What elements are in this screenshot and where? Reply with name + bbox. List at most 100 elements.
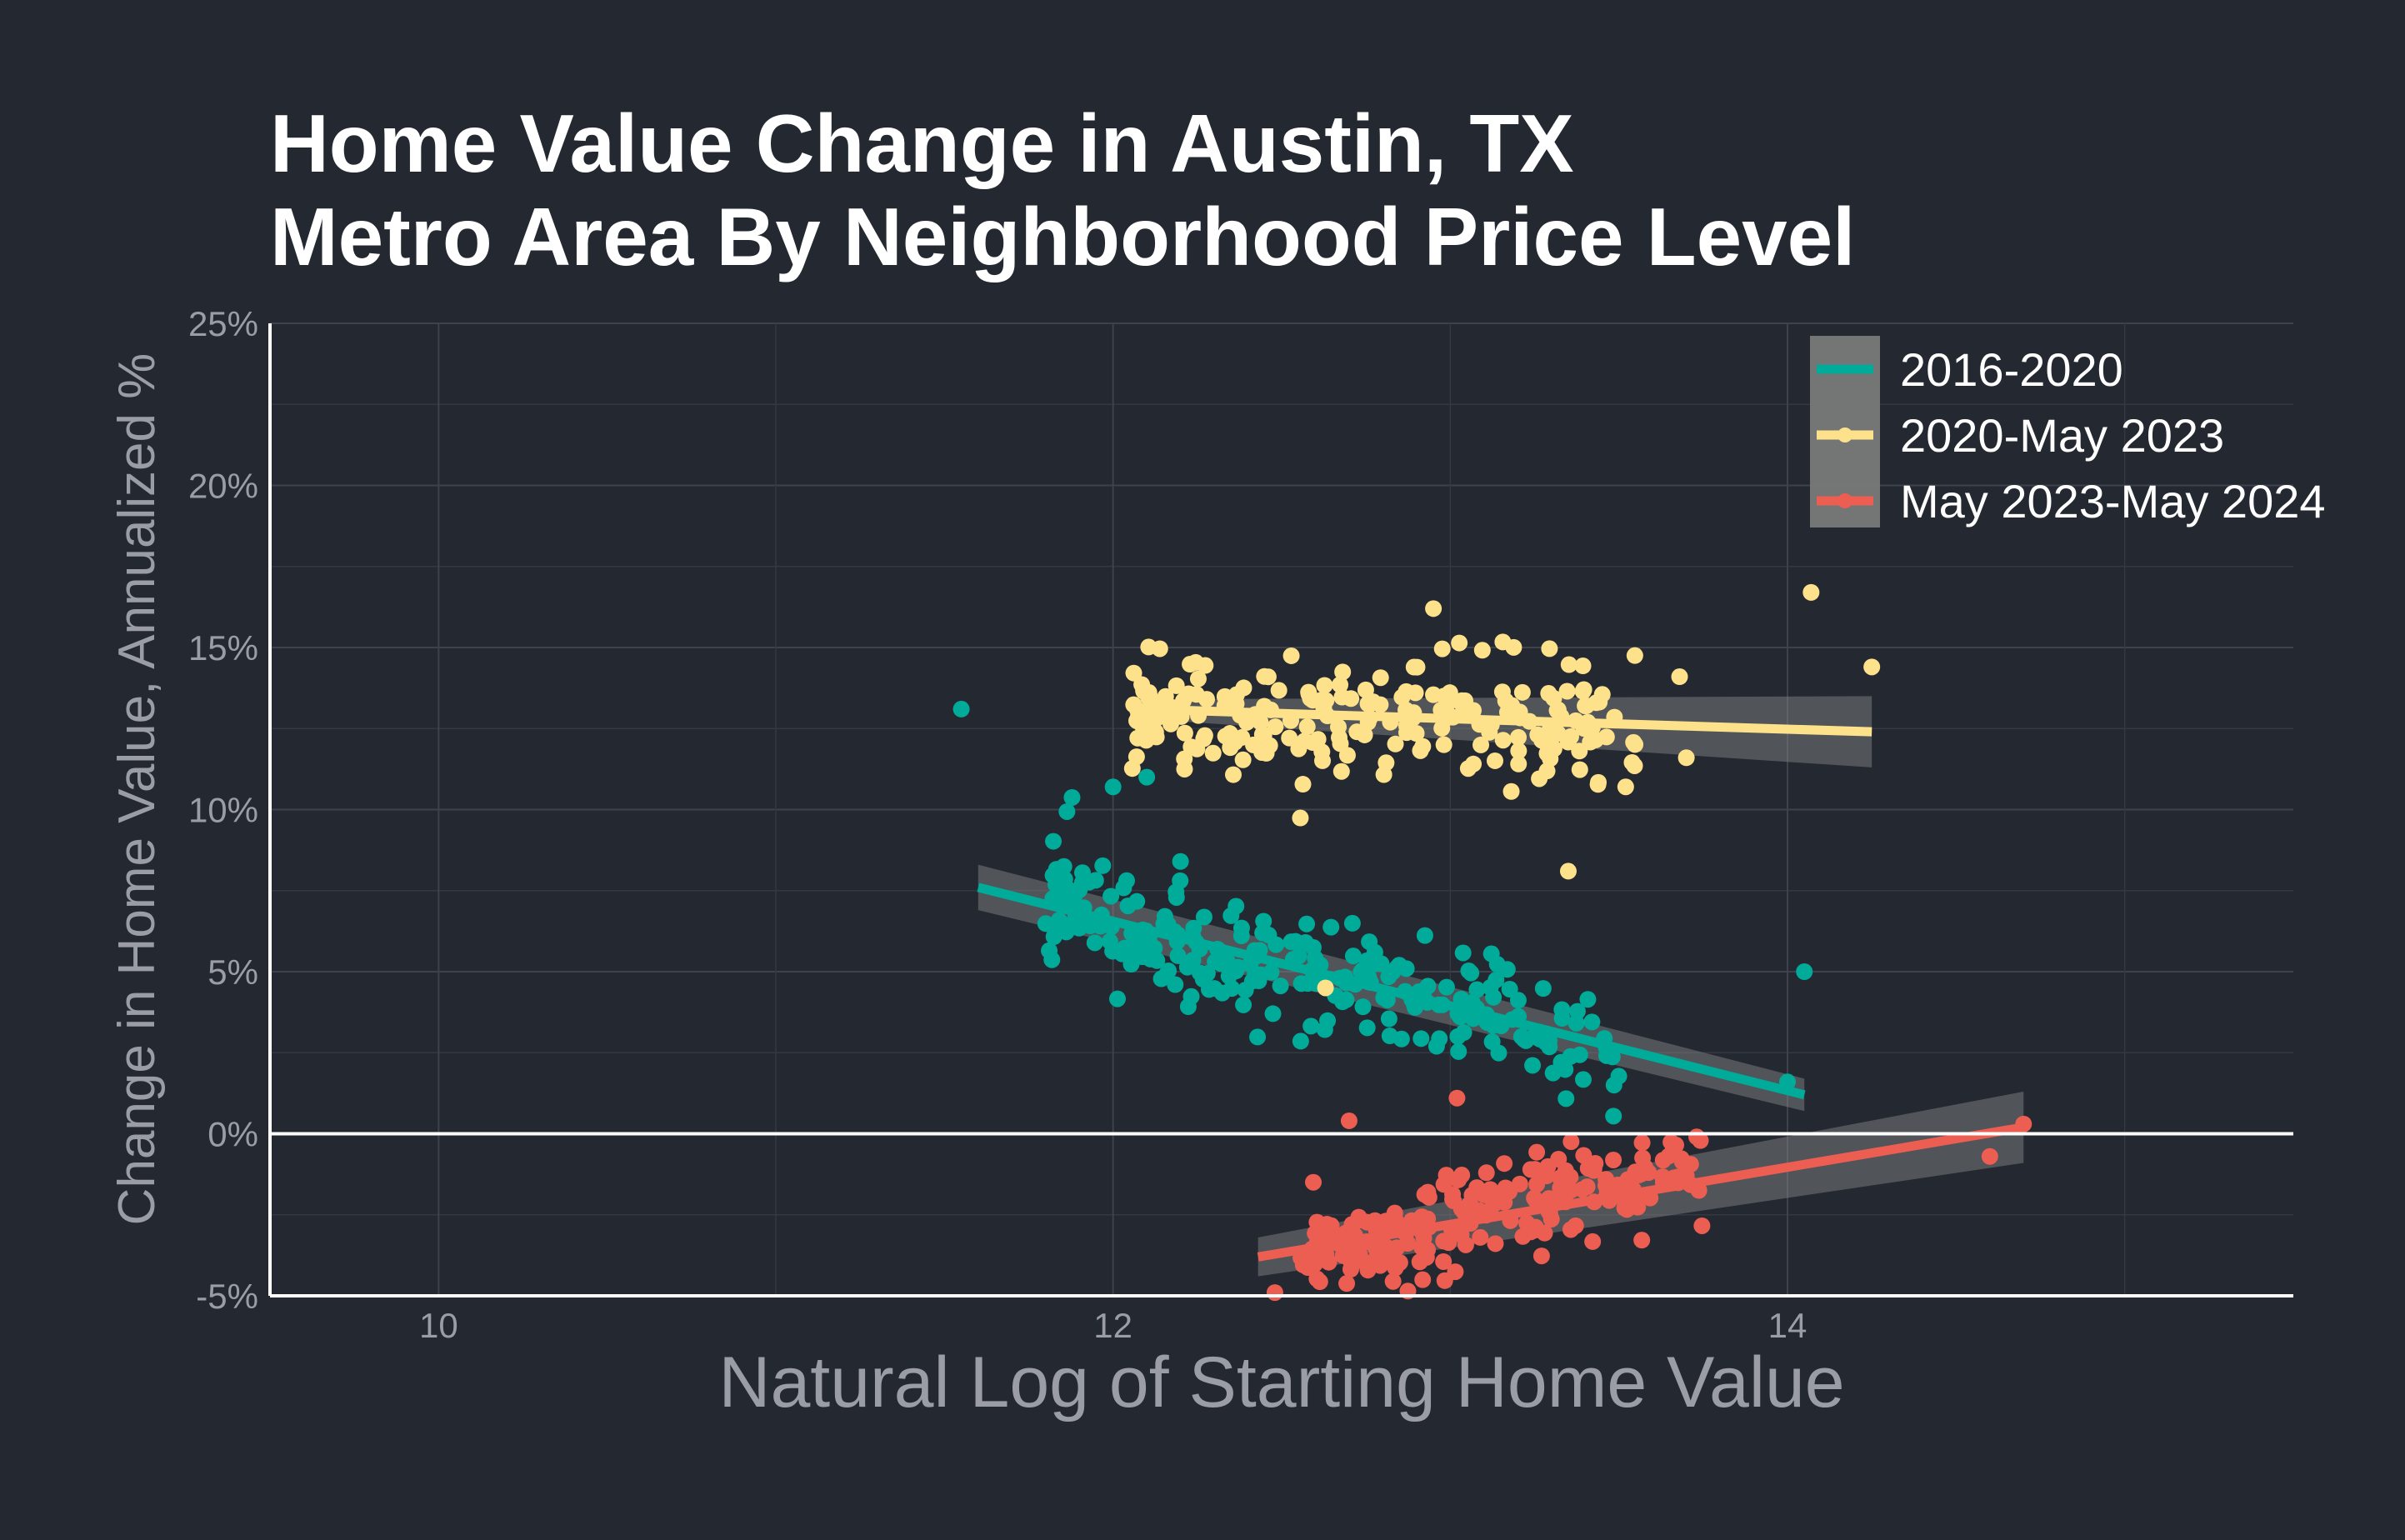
data-point [1316, 677, 1333, 694]
data-point [1562, 728, 1579, 745]
data-point [1405, 658, 1422, 676]
data-point [1412, 742, 1429, 759]
data-point [1457, 1236, 1474, 1253]
data-point [1536, 1224, 1553, 1242]
data-point [1510, 728, 1528, 746]
data-point [1051, 878, 1068, 896]
data-point [1204, 744, 1222, 762]
data-point [1568, 1014, 1585, 1032]
y-tick-label: 0% [208, 1115, 258, 1154]
data-point [1468, 981, 1486, 998]
data-point [1387, 1259, 1404, 1277]
data-point [1496, 1155, 1513, 1172]
data-point [1502, 782, 1520, 800]
chart-title-line-1: Home Value Change in Austin, TX [270, 98, 1574, 189]
data-point [1541, 1032, 1558, 1049]
data-point [1292, 975, 1310, 992]
data-point [1198, 691, 1216, 708]
data-point [1235, 679, 1252, 697]
data-point [1341, 1251, 1358, 1268]
data-point [1863, 658, 1881, 676]
data-point [1102, 888, 1120, 905]
y-tick-label: 20% [188, 467, 258, 506]
data-point [1224, 766, 1242, 783]
data-point [1125, 696, 1142, 713]
data-point [1610, 1068, 1628, 1085]
data-point [1627, 736, 1644, 753]
data-point [1344, 948, 1362, 965]
data-point [1129, 729, 1147, 747]
data-point [1550, 1150, 1568, 1168]
data-point [1132, 938, 1149, 955]
data-point [1577, 698, 1594, 715]
trend-line-1 [977, 882, 1806, 1100]
data-point [1392, 1030, 1410, 1048]
data-point [1560, 656, 1578, 673]
data-point [1157, 688, 1174, 705]
legend-dot-2 [1838, 428, 1852, 442]
data-point [1573, 1181, 1591, 1198]
data-point [1481, 1188, 1498, 1205]
data-point [1037, 915, 1054, 932]
data-point [1330, 718, 1348, 736]
data-point [1258, 744, 1275, 762]
trend-line-2 [1139, 704, 1872, 737]
data-point [1391, 957, 1408, 974]
data-point [1414, 1271, 1432, 1288]
tick-labels: -5% 0% 5% 10% 15% 20% 25% 10 12 14 [188, 304, 1807, 1345]
data-point [1438, 978, 1455, 996]
data-point [1447, 1263, 1464, 1281]
data-point [1617, 778, 1634, 796]
data-point [1450, 1171, 1468, 1188]
axes [268, 323, 2293, 1298]
chart-title-line-2: Metro Area By Neighborhood Price Level [270, 191, 1855, 282]
data-point [1418, 1248, 1435, 1266]
data-point [1678, 749, 1695, 767]
chart-title: Home Value Change in Austin, TX Metro Ar… [270, 98, 1855, 282]
data-point [1334, 663, 1352, 681]
data-point [1567, 1217, 1584, 1234]
data-point [1235, 996, 1252, 1013]
data-point [1441, 684, 1458, 702]
y-tick-label: 10% [188, 791, 258, 830]
data-point [1591, 693, 1608, 711]
data-point [1222, 907, 1240, 924]
data-point [1487, 752, 1504, 769]
data-point [1338, 1275, 1356, 1292]
legend-label-1: 2016-2020 [1900, 343, 2123, 396]
data-point [1281, 729, 1298, 747]
x-tick-label: 10 [419, 1306, 458, 1345]
data-point [1372, 669, 1389, 687]
y-tick-label: 25% [188, 304, 258, 343]
data-point [1574, 658, 1592, 675]
data-point [1128, 892, 1146, 910]
data-point [1249, 1028, 1267, 1046]
data-point [1558, 1090, 1575, 1108]
data-point [1195, 908, 1212, 926]
data-point [1322, 918, 1340, 936]
data-point [1294, 776, 1312, 793]
data-point [1538, 1168, 1555, 1185]
data-point [1633, 1232, 1651, 1249]
data-point [1101, 932, 1118, 950]
data-point [1234, 751, 1252, 768]
data-point [1603, 1048, 1621, 1066]
data-point [1338, 991, 1355, 1008]
data-point [1579, 991, 1597, 1008]
data-point [1343, 914, 1361, 932]
data-point [1501, 980, 1518, 998]
data-point [1494, 732, 1512, 749]
data-point [1448, 1089, 1466, 1107]
data-point [1582, 733, 1599, 751]
y-tick-label: 5% [208, 952, 258, 992]
data-point [1654, 1168, 1672, 1186]
data-point [1605, 1108, 1622, 1125]
data-point [1455, 1203, 1472, 1221]
data-point [1262, 963, 1280, 981]
data-point [1534, 980, 1552, 998]
data-point [1559, 862, 1577, 880]
data-point [1562, 1048, 1579, 1065]
data-point [1298, 718, 1316, 736]
data-point [1318, 692, 1335, 709]
data-point [1063, 788, 1081, 806]
